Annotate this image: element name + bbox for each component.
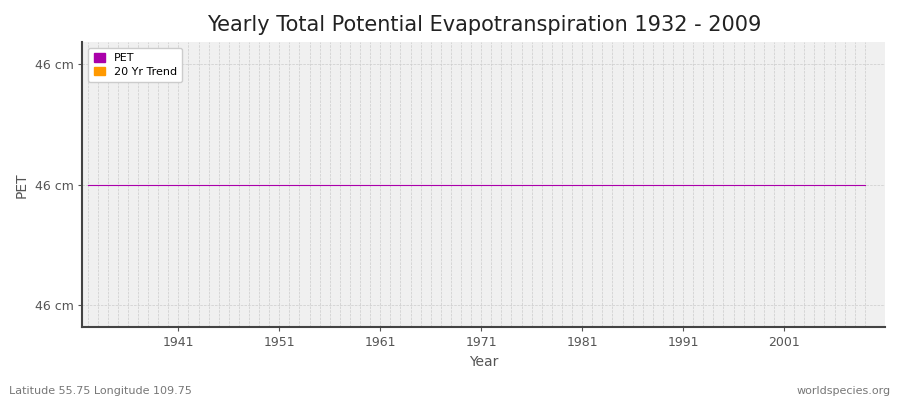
PET (213, 182, 224, 187)
PET (860, 182, 870, 187)
20 Yr Trend (637, 182, 648, 187)
Legend: PET, 20 Yr Trend: PET, 20 Yr Trend (88, 48, 182, 82)
PET (476, 182, 487, 187)
PET (82, 182, 93, 187)
X-axis label: Year: Year (469, 355, 499, 369)
PET (637, 182, 648, 187)
PET (132, 182, 143, 187)
20 Yr Trend (335, 182, 346, 187)
Y-axis label: PET: PET (15, 172, 29, 198)
PET (335, 182, 346, 187)
20 Yr Trend (132, 182, 143, 187)
Text: Latitude 55.75 Longitude 109.75: Latitude 55.75 Longitude 109.75 (9, 386, 192, 396)
PET (415, 182, 426, 187)
Text: worldspecies.org: worldspecies.org (796, 386, 891, 396)
20 Yr Trend (860, 182, 870, 187)
Title: Yearly Total Potential Evapotranspiration 1932 - 2009: Yearly Total Potential Evapotranspiratio… (206, 15, 760, 35)
20 Yr Trend (415, 182, 426, 187)
20 Yr Trend (476, 182, 487, 187)
20 Yr Trend (213, 182, 224, 187)
20 Yr Trend (82, 182, 93, 187)
